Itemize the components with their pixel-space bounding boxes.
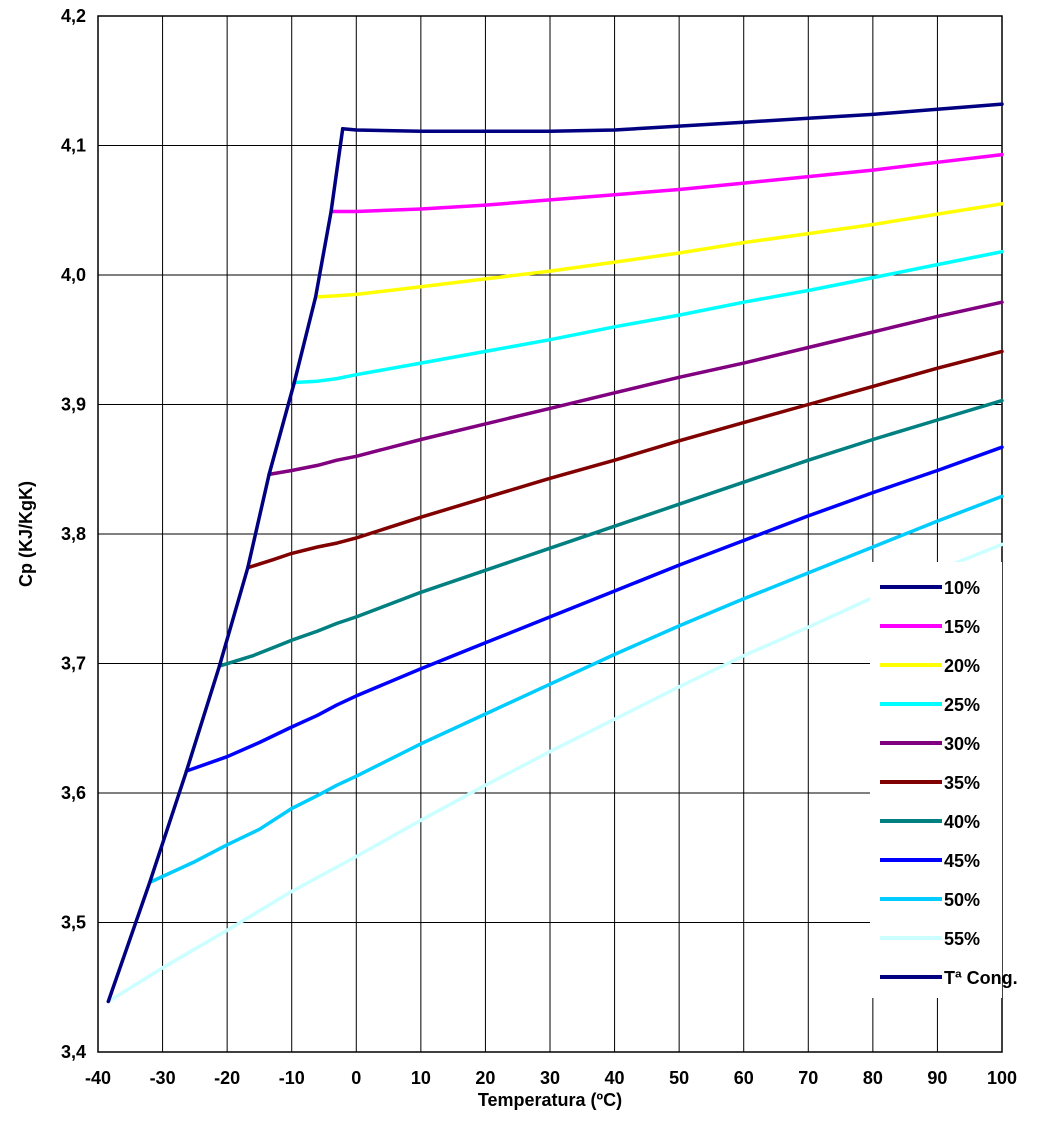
y-axis-title: Cp (KJ/KgK): [16, 481, 36, 587]
y-tick-label: 3,4: [61, 1042, 86, 1062]
series-line-11: [106, 126, 345, 1004]
series-line-1: [340, 102, 1004, 134]
series-layer: [106, 102, 1004, 1004]
y-tick-label: 3,6: [61, 783, 86, 803]
series-line-4: [292, 249, 1004, 385]
x-axis-title: Temperatura (ºC): [478, 1090, 622, 1110]
x-tick-label: -10: [279, 1068, 305, 1088]
legend-label: 40%: [944, 812, 980, 832]
x-tick-label: 70: [798, 1068, 818, 1088]
legend-label: 20%: [944, 656, 980, 676]
legend-label: Tª Cong.: [944, 968, 1018, 988]
x-tick-label: 50: [669, 1068, 689, 1088]
series-line-6: [246, 349, 1004, 570]
legend-label: 35%: [944, 773, 980, 793]
legend-label: 10%: [944, 578, 980, 598]
plot-frame: [97, 15, 1003, 1053]
series-line-9: [147, 494, 1004, 885]
x-tick-label: 10: [411, 1068, 431, 1088]
x-tick-label: 100: [987, 1068, 1017, 1088]
x-tick-label: 80: [863, 1068, 883, 1088]
y-tick-label: 4,2: [61, 6, 86, 26]
x-tick-label: -20: [214, 1068, 240, 1088]
legend-label: 30%: [944, 734, 980, 754]
x-tick-label: 40: [605, 1068, 625, 1088]
legend-label: 50%: [944, 890, 980, 910]
x-tick-label: 60: [734, 1068, 754, 1088]
x-tick-label: -40: [85, 1068, 111, 1088]
y-tick-label: 4,1: [61, 136, 86, 156]
legend-label: 45%: [944, 851, 980, 871]
legend-label: 55%: [944, 929, 980, 949]
series-line-8: [184, 445, 1004, 773]
x-tick-label: 0: [351, 1068, 361, 1088]
x-tick-label: 90: [927, 1068, 947, 1088]
series-line-3: [313, 202, 1004, 299]
series-line-7: [217, 398, 1004, 668]
y-tick-label: 3,5: [61, 913, 86, 933]
series-line-10: [106, 542, 1004, 1004]
y-tick-label: 3,9: [61, 395, 86, 415]
legend: 10% 15% 20% 25% 30% 35% 40% 45% 50% 55% Tª Cong.: [870, 562, 1018, 998]
tick-labels: -40 -30 -20 -10 0 10 20 30 40 50 60 70 80 90 100 3,4 3,5…: [61, 6, 1017, 1088]
series-line-5: [267, 300, 1004, 477]
legend-label: 25%: [944, 695, 980, 715]
series-line-2: [329, 152, 1004, 214]
legend-label: 15%: [944, 617, 980, 637]
y-tick-label: 3,7: [61, 654, 86, 674]
x-tick-label: -30: [150, 1068, 176, 1088]
y-tick-label: 3,8: [61, 524, 86, 544]
x-tick-label: 30: [540, 1068, 560, 1088]
y-tick-label: 4,0: [61, 265, 86, 285]
x-tick-label: 20: [475, 1068, 495, 1088]
